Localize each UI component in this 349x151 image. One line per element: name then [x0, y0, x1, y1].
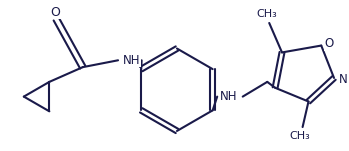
Text: CH₃: CH₃ [289, 131, 310, 141]
Text: O: O [325, 37, 334, 50]
Text: O: O [50, 6, 60, 19]
Text: NH: NH [123, 54, 141, 67]
Text: N: N [339, 73, 347, 86]
Text: NH: NH [220, 90, 238, 103]
Text: CH₃: CH₃ [256, 9, 277, 19]
